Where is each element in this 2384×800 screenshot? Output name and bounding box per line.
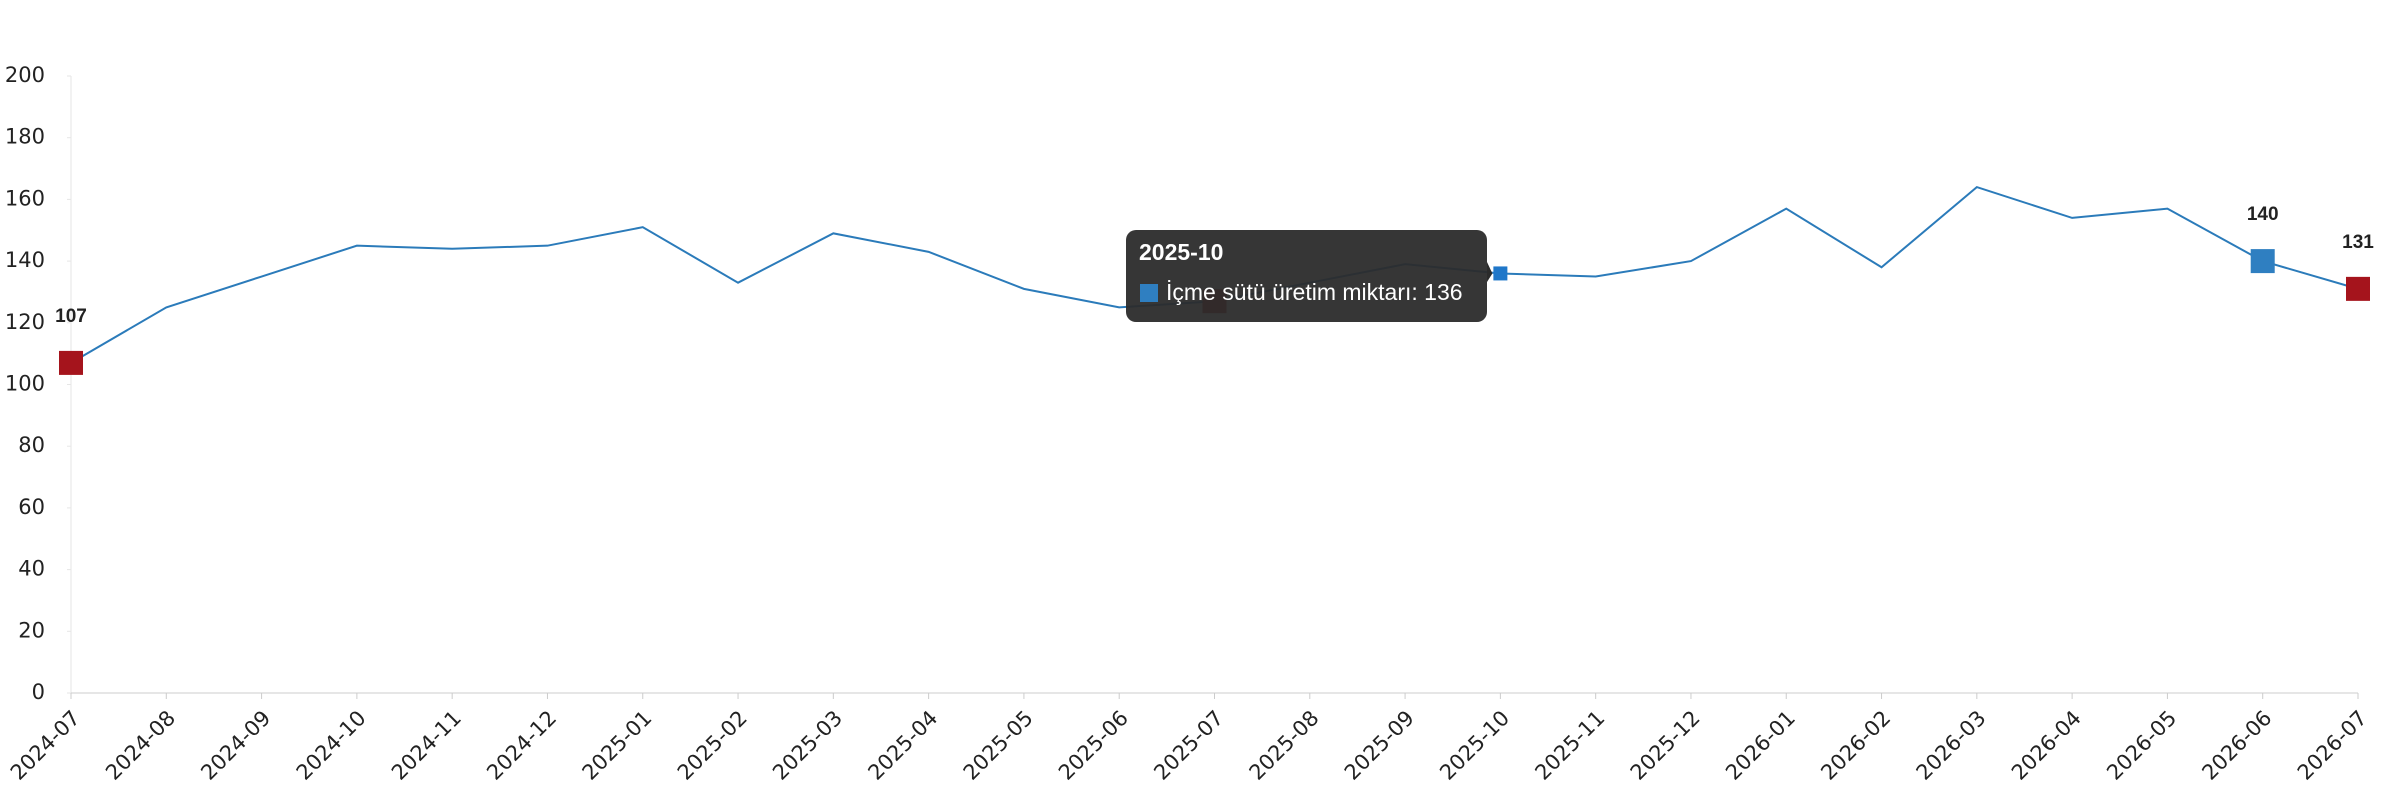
tooltip-box xyxy=(1126,230,1487,322)
x-tick-label: 2024-10 xyxy=(292,706,371,785)
x-tick-label: 2026-02 xyxy=(1816,706,1895,785)
x-tick-label: 2025-01 xyxy=(578,706,657,785)
y-tick-label: 100 xyxy=(5,372,45,396)
tooltip-text: İçme sütü üretim miktarı: 136 xyxy=(1166,279,1463,305)
x-tick-label: 2026-01 xyxy=(1721,706,1800,785)
tooltip: 2025-10 İçme sütü üretim miktarı: 136 xyxy=(1126,230,1493,322)
y-tick-label: 40 xyxy=(18,557,45,581)
y-tick-label: 200 xyxy=(5,63,45,87)
y-tick-label: 120 xyxy=(5,310,45,334)
x-tick-label: 2025-06 xyxy=(1054,706,1133,785)
x-tick-label: 2026-04 xyxy=(2007,706,2086,785)
y-tick-label: 180 xyxy=(5,125,45,149)
data-marker xyxy=(2250,249,2275,274)
y-tick-label: 0 xyxy=(32,680,45,704)
hover-point xyxy=(1493,266,1508,281)
x-tick-label: 2024-11 xyxy=(387,706,466,785)
x-tick-label: 2024-09 xyxy=(196,706,275,785)
x-tick-label: 2026-06 xyxy=(2197,706,2276,785)
x-tick-label: 2026-03 xyxy=(1912,706,1991,785)
x-tick-label: 2025-12 xyxy=(1626,706,1705,785)
data-label: 131 xyxy=(2342,232,2374,253)
tooltip-swatch xyxy=(1140,284,1158,302)
data-label: 140 xyxy=(2247,204,2279,225)
x-tick-label: 2025-09 xyxy=(1340,706,1419,785)
y-tick-label: 140 xyxy=(5,248,45,272)
tooltip-title: 2025-10 xyxy=(1139,239,1223,265)
y-tick-label: 80 xyxy=(18,433,45,457)
y-tick-label: 20 xyxy=(18,618,45,642)
data-marker xyxy=(2346,276,2370,301)
x-tick-label: 2025-11 xyxy=(1530,706,1609,785)
x-tick-label: 2025-05 xyxy=(959,706,1038,785)
tooltip-arrow xyxy=(1487,262,1493,282)
x-tick-label: 2025-03 xyxy=(768,706,847,785)
x-tick-label: 2025-08 xyxy=(1245,706,1324,785)
y-tick-label: 160 xyxy=(5,186,45,210)
x-tick-label: 2025-04 xyxy=(863,706,942,785)
data-marker xyxy=(59,350,83,375)
x-tick-label: 2024-08 xyxy=(101,706,180,785)
x-tick-label: 2026-05 xyxy=(2102,706,2181,785)
data-label: 107 xyxy=(55,306,87,327)
x-tick-label: 2025-10 xyxy=(1435,706,1514,785)
x-tick-label: 2025-02 xyxy=(673,706,752,785)
x-tick-label: 2025-07 xyxy=(1149,706,1228,785)
x-tick-label: 2024-12 xyxy=(482,706,561,785)
y-tick-label: 60 xyxy=(18,495,45,519)
x-tick-label: 2026-07 xyxy=(2293,706,2372,785)
x-tick-label: 2024-07 xyxy=(6,706,85,785)
